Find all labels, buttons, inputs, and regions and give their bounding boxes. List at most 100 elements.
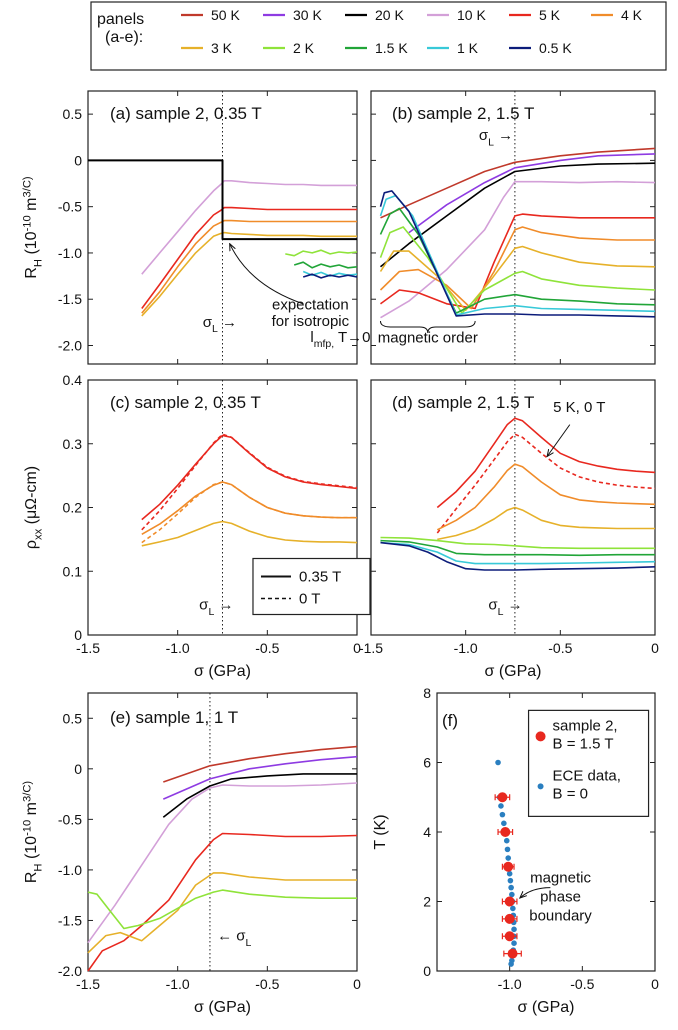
annotation: lmfp, T→0	[310, 329, 370, 350]
annotation: expectation	[272, 296, 349, 313]
y-tick-label: 6	[423, 755, 431, 771]
y-tick-label: 0	[423, 963, 431, 979]
panel-c: 0 0.1 0.2 0.3 0.4 -1.5 -1.0 -0.5 0 σ (GPa) ρxx (μΩ…	[23, 372, 371, 680]
scatter-legend-label: ECE data,	[553, 767, 621, 784]
series-line	[141, 231, 357, 317]
legend-label: 20 K	[375, 7, 404, 23]
annotation: σL →	[488, 597, 522, 618]
y-tick-label: -1.5	[58, 912, 82, 928]
x-tick-label: -1.5	[76, 976, 100, 992]
series-line	[379, 226, 655, 310]
y-tick-label: 0.3	[63, 436, 83, 452]
x-axis-label: σ (GPa)	[518, 999, 575, 1016]
legend-box	[90, 1, 667, 71]
series-line	[87, 889, 357, 930]
legend-title: panels	[97, 11, 144, 28]
svg-text:RH (10-10 m3/C): RH (10-10 m3/C)	[21, 176, 44, 279]
plot-frame	[87, 692, 358, 972]
data-point	[503, 861, 514, 872]
annotation: ← σL	[217, 928, 251, 949]
inset-legend-label: 0 T	[299, 591, 320, 608]
series-line	[141, 481, 357, 544]
data-point	[505, 855, 512, 861]
data-point	[499, 811, 506, 818]
legend-label: 3 K	[211, 40, 233, 56]
annotation: magnetic	[530, 869, 591, 886]
series-line	[380, 541, 656, 565]
series-line	[379, 207, 656, 314]
series-line	[302, 273, 358, 279]
series-line	[162, 755, 358, 800]
annotation: σL →	[203, 314, 237, 335]
annotation: σL →	[199, 597, 233, 618]
annotation: σL →	[479, 127, 513, 148]
series-line	[436, 417, 656, 509]
svg-text:RH (10-10 m3/C): RH (10-10 m3/C)	[21, 781, 44, 884]
data-point	[507, 877, 514, 884]
panel-f: 0 2 4 6 8 -1.0 -0.5 0 σ (GPa) T (K) (f) magnetic pha…	[372, 685, 659, 1016]
annotation: for isotropic	[272, 313, 350, 330]
panel-a: 0.5 0 -0.5 -1.0 -1.5 -2.0 RH (10-10 m3/C) (a) s…	[21, 90, 371, 365]
x-tick-label: 0	[353, 976, 361, 992]
y-tick-label: 0.4	[63, 372, 83, 388]
legend-label: 4 K	[621, 7, 643, 23]
panel-title: (b) sample 2, 1.5 T	[392, 104, 534, 123]
y-tick-label: -2.0	[58, 963, 82, 979]
annotation: phase	[540, 889, 581, 906]
series-line	[141, 433, 358, 531]
data-point	[501, 820, 507, 827]
series-line	[379, 226, 656, 314]
x-tick-label: -0.5	[548, 640, 572, 656]
y-tick-label: 0.1	[63, 563, 83, 579]
inset-legend-box	[252, 557, 371, 616]
data-point	[504, 931, 515, 942]
scatter-legend-box	[527, 709, 650, 817]
series-line	[141, 434, 358, 521]
data-point	[504, 913, 515, 924]
legend-label: 5 K	[539, 7, 561, 23]
x-tick-label: -1.5	[359, 640, 383, 656]
legend-label: 1.5 K	[375, 40, 408, 56]
y-tick-label: 8	[423, 685, 431, 701]
panel-title: (d) sample 2, 1.5 T	[392, 393, 534, 412]
x-tick-label: -1.0	[166, 976, 190, 992]
panel-title: (c) sample 2, 0.35 T	[110, 393, 261, 412]
panel-title: (a) sample 2, 0.35 T	[110, 104, 262, 123]
panel-b: (b) sample 2, 1.5 T σL → magnetic order	[370, 90, 656, 365]
y-tick-label: -0.5	[58, 199, 82, 215]
annotation: boundary	[529, 908, 592, 925]
y-tick-label: 4	[423, 824, 431, 840]
plot-frame	[370, 90, 656, 365]
inset-legend-label: 0.35 T	[299, 569, 341, 586]
y-tick-label: -0.5	[58, 811, 82, 827]
legend-title: (a-e):	[105, 29, 143, 46]
y-tick-label: -1.5	[58, 291, 82, 307]
data-point	[497, 792, 508, 803]
data-point	[507, 948, 518, 959]
x-axis-label: σ (GPa)	[194, 999, 251, 1016]
series-line	[379, 194, 656, 316]
series-line	[285, 249, 358, 257]
data-point	[510, 905, 516, 912]
annotation: 5 K, 0 T	[553, 399, 605, 416]
y-axis-label: RH (10-10 m3/C)	[21, 781, 44, 884]
data-point	[504, 846, 511, 853]
data-point	[498, 803, 504, 809]
legend-label: 0.5 K	[539, 40, 572, 56]
x-tick-label: -1.0	[498, 976, 522, 992]
magnetic-order-brace	[379, 320, 476, 334]
y-tick-label: 0.5	[63, 106, 83, 122]
data-point	[503, 837, 510, 844]
series-line	[379, 190, 656, 318]
legend-label: 1 K	[457, 40, 479, 56]
legend-label: 30 K	[293, 7, 322, 23]
series-line	[380, 213, 655, 310]
x-tick-label: 0	[353, 640, 361, 656]
series-line	[380, 536, 655, 550]
data-point	[511, 926, 517, 933]
panel-title: (f)	[442, 711, 458, 730]
panel-e: 0.50-0.5-1.0-1.5-2.0-1.5 -1.0 -0.5 0σ (GPa)…	[21, 692, 361, 1016]
series-line	[88, 159, 357, 241]
series-line	[162, 773, 357, 818]
